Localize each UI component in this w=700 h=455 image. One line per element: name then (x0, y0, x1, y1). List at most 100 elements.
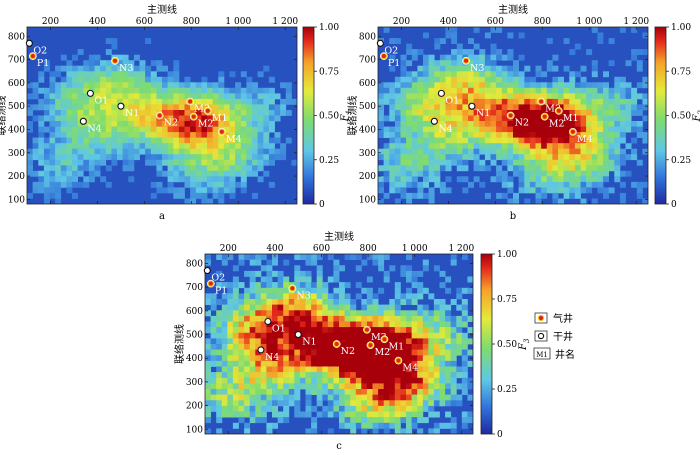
heatmap-cell (546, 126, 553, 133)
heatmap-cell (411, 366, 418, 373)
y-tick-label: 500 (8, 102, 25, 112)
well-label: M2 (374, 347, 390, 358)
heatmap-cell (173, 143, 180, 150)
heatmap-cell (266, 270, 273, 277)
heatmap-cell (378, 332, 385, 339)
heatmap-cell (580, 87, 587, 94)
heatmap-cell (445, 143, 452, 150)
heatmap-cell (218, 187, 225, 194)
heatmap-cell (55, 126, 62, 133)
heatmap-cell (210, 344, 217, 350)
heatmap-cell (223, 143, 230, 150)
heatmap-cell (372, 417, 379, 424)
heatmap-cell (201, 159, 208, 166)
heatmap-cell (433, 315, 440, 322)
heatmap-cell (614, 143, 621, 150)
heatmap-cell (451, 115, 458, 122)
heatmap-cell (299, 270, 306, 277)
heatmap-cell (411, 132, 418, 138)
heatmap-cell (580, 187, 587, 194)
heatmap-cell (94, 87, 101, 94)
gas-well-marker (555, 107, 562, 114)
heatmap-cell (552, 143, 559, 150)
heatmap-cell (43, 176, 50, 183)
heatmap-cell (190, 148, 197, 155)
heatmap-cell (518, 115, 525, 122)
heatmap-cell (167, 170, 174, 177)
heatmap-cell (111, 76, 118, 83)
heatmap-cell (507, 181, 514, 188)
heatmap-cell (355, 417, 362, 424)
heatmap-cell (597, 82, 604, 89)
heatmap-cell (184, 76, 191, 83)
plot-frame-c (204, 253, 474, 435)
heatmap-cell (240, 187, 247, 194)
heatmap-cell (631, 87, 638, 94)
heatmap-cell (218, 71, 225, 78)
y-tick-label: 400 (359, 125, 376, 135)
heatmap-cell (366, 310, 373, 317)
heatmap-cell (339, 366, 345, 373)
heatmap-cell (238, 355, 245, 362)
well-O2: O2 (25, 39, 47, 56)
heatmap-cell (467, 276, 473, 283)
heatmap-cell (490, 43, 497, 50)
heatmap-cell (411, 159, 418, 166)
heatmap-cell (529, 176, 536, 183)
heatmap-cell (552, 110, 559, 116)
heatmap-cell (221, 259, 228, 266)
heatmap-cell (195, 148, 202, 155)
heatmap-cell (221, 299, 228, 305)
heatmap-cell (473, 93, 480, 100)
heatmap-cell (468, 38, 474, 44)
heatmap-cell (394, 126, 401, 133)
heatmap-cell (339, 355, 345, 362)
heatmap-cell (569, 121, 576, 127)
heatmap-cell (597, 121, 604, 127)
heatmap-cell (344, 405, 351, 412)
heatmap-cell (305, 366, 312, 373)
heatmap-cell (249, 321, 256, 328)
heatmap-cell (66, 165, 73, 172)
heatmap-cell (468, 82, 474, 89)
heatmap-cell (339, 338, 345, 345)
heatmap-cell (229, 110, 236, 116)
heatmap-cell (372, 299, 379, 305)
heatmap-cell (255, 259, 262, 266)
heatmap-cell (344, 338, 351, 345)
heatmap-cell (468, 154, 474, 161)
heatmap-cell (212, 159, 219, 166)
heatmap-cell (232, 372, 239, 379)
heatmap-cell (238, 400, 245, 407)
heatmap-cell (372, 372, 379, 379)
heatmap-cell (535, 176, 542, 183)
heatmap-cell (223, 87, 230, 94)
heatmap-cell (439, 270, 446, 277)
heatmap-cell (490, 60, 497, 67)
heatmap-cell (227, 315, 234, 322)
heatmap-cell (350, 299, 357, 305)
heatmap-cell (184, 181, 191, 188)
heatmap-cell (389, 65, 396, 72)
y-axis-label: 联络测线 (0, 96, 8, 136)
heatmap-cell (563, 187, 570, 194)
heatmap-cell (162, 82, 168, 89)
heatmap-cell (445, 383, 452, 390)
heatmap-cell (238, 321, 245, 328)
heatmap-cell (383, 98, 390, 105)
heatmap-cell (227, 389, 234, 395)
well-M2: M2 (366, 341, 390, 358)
heatmap-cell (299, 310, 306, 317)
heatmap-cell (445, 93, 452, 100)
heatmap-cell (496, 148, 503, 155)
well-label: P1 (215, 286, 227, 297)
heatmap-cell (333, 310, 340, 317)
heatmap-cell (167, 143, 174, 150)
heatmap-cell (406, 315, 412, 322)
heatmap-cell (184, 121, 191, 127)
heatmap-cell (603, 93, 609, 100)
colorbar-tick-label: 1.00 (497, 250, 517, 260)
heatmap-cell (546, 176, 553, 183)
heatmap-cell (389, 154, 396, 161)
heatmap-cell (122, 154, 129, 161)
